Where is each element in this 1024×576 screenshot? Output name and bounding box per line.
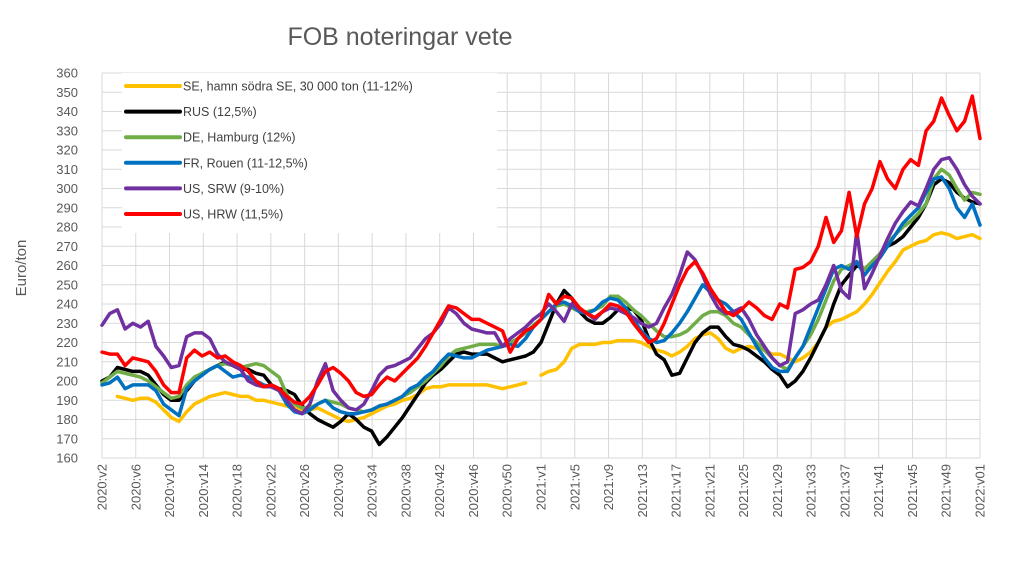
y-tick-label: 300 <box>56 181 78 196</box>
legend-entry-4: US, SRW (9-10%) <box>183 182 284 196</box>
y-tick-label: 350 <box>56 85 78 100</box>
x-tick-label: 2020:v6 <box>128 464 143 510</box>
y-tick-label: 280 <box>56 220 78 235</box>
x-tick-label: 2020:v46 <box>466 464 481 518</box>
legend-entry-5: US, HRW (11,5%) <box>183 208 283 222</box>
legend: SE, hamn södra SE, 30 000 ton (11-12%) RU… <box>122 73 497 233</box>
x-tick-label: 2021:v13 <box>635 464 650 518</box>
x-tick-label: 2020:v30 <box>331 464 346 518</box>
x-tick-label: 2021:v17 <box>669 464 684 518</box>
x-tick-labels: 2020:v2 2020:v6 2020:v10 2020:v14 2020:v18 20… <box>95 464 988 518</box>
y-tick-label: 190 <box>56 393 78 408</box>
chart-title: FOB noteringar vete <box>287 23 512 51</box>
x-tick-label: 2022:v01 <box>973 464 988 518</box>
x-tick-label: 2021:v21 <box>702 464 717 518</box>
y-tick-label: 250 <box>56 277 78 292</box>
x-tick-label: 2020:v2 <box>95 464 110 510</box>
y-tick-label: 290 <box>56 200 78 215</box>
x-tick-label: 2021:v37 <box>837 464 852 518</box>
x-tick-label: 2020:v34 <box>365 464 380 518</box>
y-tick-label: 220 <box>56 335 78 350</box>
data-series <box>100 94 982 447</box>
y-tick-label: 170 <box>56 431 78 446</box>
x-tick-label: 2020:v50 <box>500 464 515 518</box>
y-tick-label: 340 <box>56 104 78 119</box>
x-tick-label: 2020:v14 <box>196 464 211 518</box>
y-tick-label: 230 <box>56 316 78 331</box>
x-tick-label: 2021:v41 <box>871 464 886 518</box>
legend-entry-1: RUS (12,5%) <box>183 105 257 119</box>
x-tick-label: 2021:v33 <box>804 464 819 518</box>
y-tick-label: 240 <box>56 297 78 312</box>
y-tick-label: 310 <box>56 162 78 177</box>
y-tick-label: 210 <box>56 354 78 369</box>
legend-entry-0: SE, hamn södra SE, 30 000 ton (11-12%) <box>183 80 413 94</box>
x-tick-label: 2020:v22 <box>263 464 278 518</box>
x-tick-label: 2020:v18 <box>230 464 245 518</box>
x-tick-label: 2021:v5 <box>567 464 582 510</box>
y-tick-label: 160 <box>56 451 78 466</box>
x-tick-label: 2021:v29 <box>770 464 785 518</box>
legend-entry-3: FR, Rouen (11-12,5%) <box>183 156 308 170</box>
legend-box <box>122 73 497 233</box>
x-tick-label: 2020:v38 <box>398 464 413 518</box>
y-axis-label: Euro/ton <box>13 240 30 297</box>
series-line-5 <box>100 94 982 406</box>
x-tick-label: 2021:v1 <box>534 464 549 510</box>
y-tick-label: 200 <box>56 374 78 389</box>
y-tick-label: 320 <box>56 143 78 158</box>
x-tick-label: 2021:v49 <box>939 464 954 518</box>
x-tick-label: 2021:v25 <box>736 464 751 518</box>
y-tick-label: 330 <box>56 123 78 138</box>
x-tick-label: 2020:v42 <box>432 464 447 518</box>
y-tick-label: 270 <box>56 239 78 254</box>
legend-entry-2: DE, Hamburg (12%) <box>183 131 296 145</box>
x-tick-label: 2020:v10 <box>162 464 177 518</box>
y-tick-label: 360 <box>56 66 78 81</box>
x-tick-label: 2020:v26 <box>297 464 312 518</box>
x-tick-label: 2021:v45 <box>905 464 920 518</box>
x-tick-label: 2021:v9 <box>601 464 616 510</box>
y-tick-label: 180 <box>56 412 78 427</box>
y-tick-label: 260 <box>56 258 78 273</box>
y-tick-labels: 160 170 180 190 200 210 220 230 240 250 260 270 280 2… <box>56 66 78 466</box>
